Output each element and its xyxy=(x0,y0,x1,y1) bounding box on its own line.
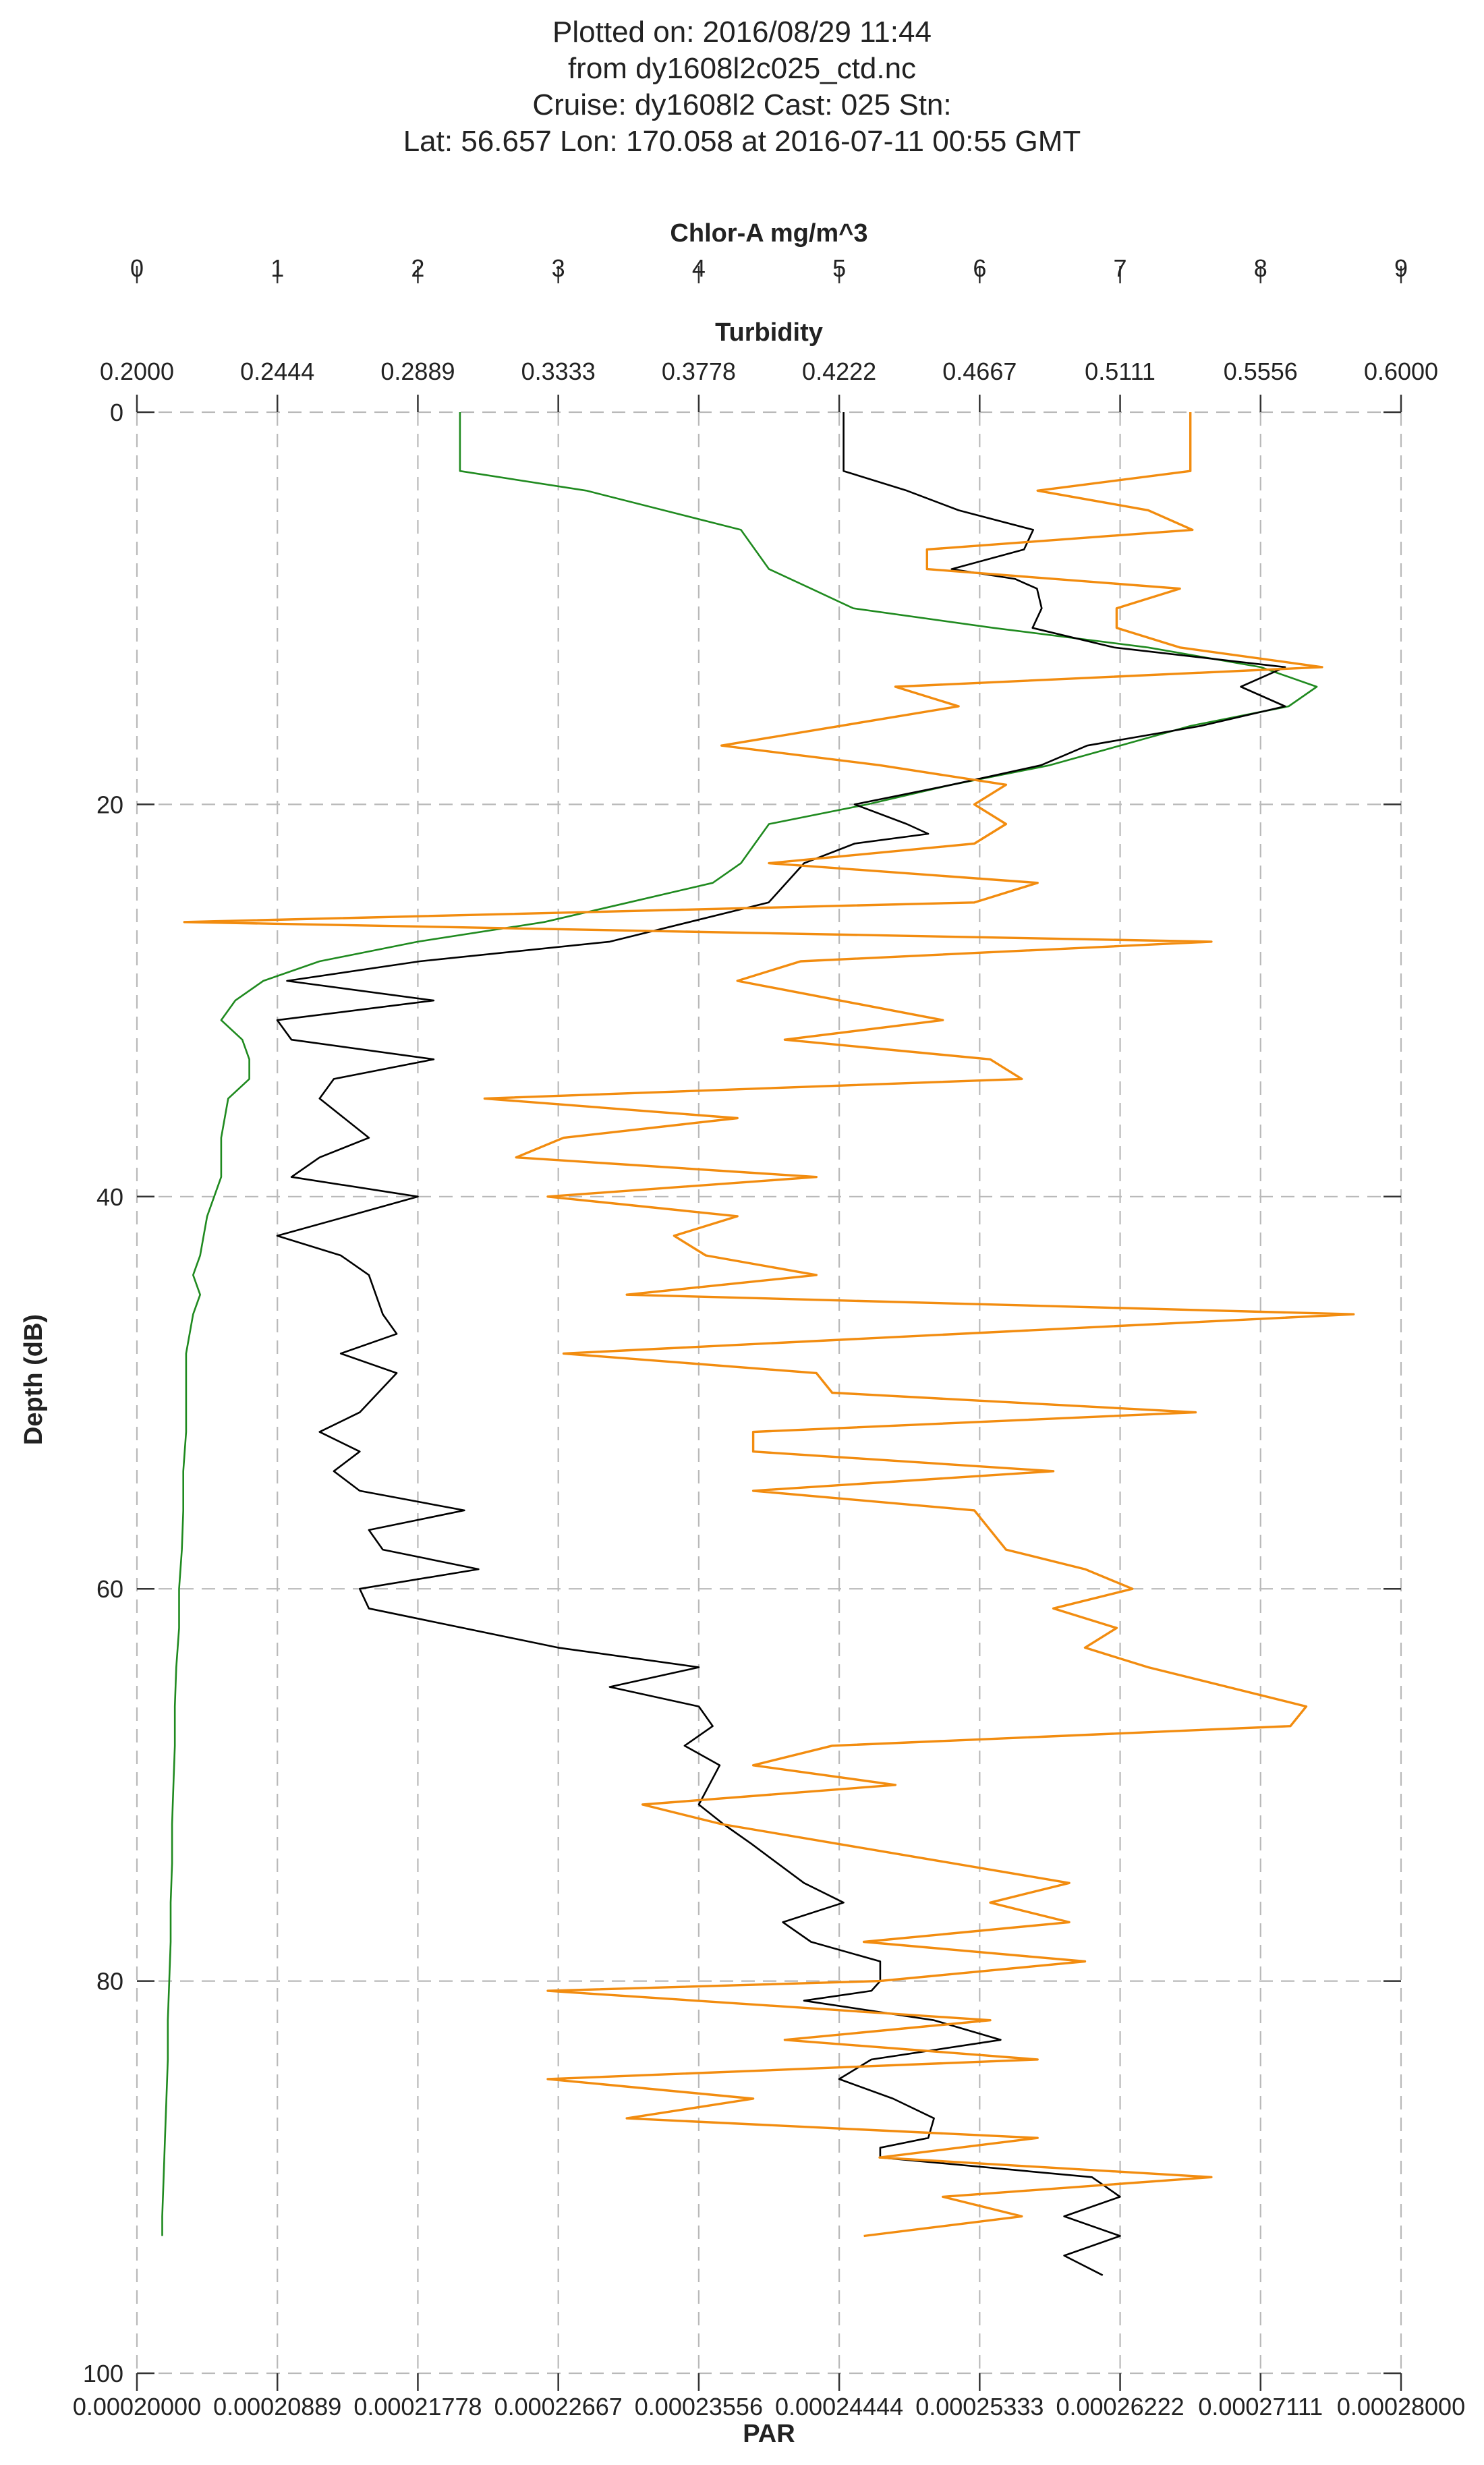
depth-axis-label: Depth (dB) xyxy=(20,1314,48,1445)
depth-tick-label: 100 xyxy=(83,2360,123,2387)
title-line-3: Cruise: dy1608l2 Cast: 025 Stn: xyxy=(532,88,951,121)
turbidity-line xyxy=(276,412,1286,2276)
chlor-tick-label: 8 xyxy=(1254,254,1267,282)
turbidity-tick-label: 0.5556 xyxy=(1224,358,1298,385)
title-line-4: Lat: 56.657 Lon: 170.058 at 2016-07-11 0… xyxy=(403,125,1081,158)
depth-tick-label: 0 xyxy=(110,399,123,426)
turbidity-tick-label: 0.4222 xyxy=(802,358,876,385)
depth-tick-label: 80 xyxy=(96,1968,123,1995)
chart-title: Plotted on: 2016/08/29 11:44 from dy1608… xyxy=(403,16,1081,158)
par-tick-label: 0.00027111 xyxy=(1198,2393,1323,2420)
turbidity-tick-label: 0.2444 xyxy=(240,358,314,385)
par-tick-label: 0.00021778 xyxy=(353,2393,482,2420)
par-axis-label: PAR xyxy=(743,2420,795,2448)
par-tick-label: 0.00028000 xyxy=(1337,2393,1465,2420)
turbidity-tick-label: 0.3778 xyxy=(662,358,736,385)
turbidity-tick-label: 0.5111 xyxy=(1085,358,1155,385)
turbidity-axis: 0.2000 0.2444 0.2889 0.3333 0.3778 0.4222 0.46… xyxy=(100,358,1438,412)
turbidity-tick-label: 0.3333 xyxy=(521,358,596,385)
turbidity-tick-label: 0.2889 xyxy=(380,358,455,385)
chlor-tick-label: 7 xyxy=(1114,254,1127,282)
depth-axis: 0 20 40 60 80 100 xyxy=(83,399,1401,2387)
par-tick-label: 0.00023556 xyxy=(635,2393,763,2420)
chlor-tick-label: 9 xyxy=(1394,254,1408,282)
chlor-tick-label: 4 xyxy=(692,254,706,282)
par-tick-label: 0.00022667 xyxy=(494,2393,623,2420)
chlor-tick-label: 1 xyxy=(270,254,284,282)
chlor-tick-label: 2 xyxy=(411,254,424,282)
turbidity-tick-label: 0.4667 xyxy=(942,358,1017,385)
chlor-tick-label: 0 xyxy=(130,254,144,282)
chlor-tick-label: 3 xyxy=(552,254,565,282)
par-tick-label: 0.00025333 xyxy=(915,2393,1044,2420)
grid xyxy=(136,411,1402,2375)
turbidity-tick-label: 0.6000 xyxy=(1364,358,1438,385)
chlor-tick-label: 6 xyxy=(973,254,986,282)
chlor-axis-label: Chlor-A mg/m^3 xyxy=(670,219,867,248)
par-tick-label: 0.00024444 xyxy=(775,2393,903,2420)
par-line xyxy=(183,412,1355,2238)
par-axis: 0.00020000 0.00020889 0.00021778 0.00022667… xyxy=(73,2373,1465,2420)
par-tick-label: 0.00020000 xyxy=(73,2393,201,2420)
par-tick-label: 0.00020889 xyxy=(213,2393,341,2420)
chlor-tick-label: 5 xyxy=(832,254,846,282)
chlor-axis: 0 1 2 3 4 5 6 7 8 9 xyxy=(130,254,1408,283)
title-line-1: Plotted on: 2016/08/29 11:44 xyxy=(552,16,932,49)
depth-tick-label: 20 xyxy=(96,791,123,818)
depth-tick-label: 60 xyxy=(96,1575,123,1603)
par-tick-label: 0.00026222 xyxy=(1056,2393,1184,2420)
depth-tick-label: 40 xyxy=(96,1183,123,1211)
title-line-2: from dy1608l2c025_ctd.nc xyxy=(568,52,916,85)
chlor-a-line xyxy=(161,412,1318,2236)
turbidity-tick-label: 0.2000 xyxy=(100,358,174,385)
series-group xyxy=(161,412,1355,2276)
turbidity-axis-label: Turbidity xyxy=(715,318,823,347)
